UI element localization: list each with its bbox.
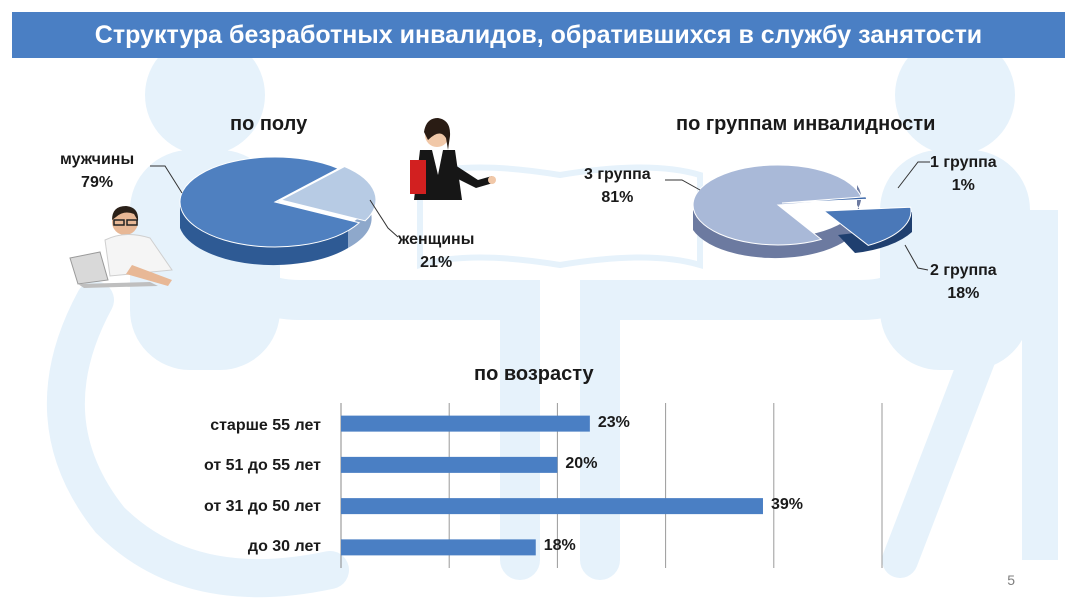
bar-value-label: 20% (565, 454, 598, 472)
bar-category-label: от 31 до 50 лет (204, 498, 321, 515)
pie-label-men: мужчины 79% (60, 148, 134, 194)
pie-label-group1: 1 группа 1% (930, 151, 997, 197)
pie-label-group2-name: 2 группа (930, 262, 997, 279)
bar (341, 498, 763, 515)
pie-slice-group3 (692, 164, 863, 246)
pie-label-women-name: женщины (398, 231, 475, 248)
page-title: Структура безработных инвалидов, обратив… (12, 12, 1065, 58)
bar (341, 415, 590, 432)
bar-category-label: до 30 лет (247, 538, 321, 555)
chart-title-groups: по группам инвалидности (676, 113, 936, 135)
pie-label-group2: 2 группа 18% (930, 259, 997, 305)
bar (341, 539, 536, 556)
bar-category-label: от 51 до 55 лет (204, 457, 321, 474)
pie-slice-men-side (180, 205, 348, 266)
page-number: 5 (1007, 572, 1015, 588)
pie-label-group2-value: 18% (947, 285, 980, 302)
leader-line-group3 (665, 179, 701, 191)
pie-label-women: женщины 21% (398, 228, 474, 274)
chart-title-gender: по полу (230, 113, 308, 135)
pie-label-women-value: 21% (420, 254, 453, 271)
bar-value-label: 39% (770, 496, 803, 514)
bar-value-label: 18% (543, 537, 576, 555)
pie-label-men-value: 79% (81, 174, 114, 191)
bar-series (341, 415, 763, 556)
pie-label-men-name: мужчины (60, 151, 135, 168)
chart-title-age: по возрасту (474, 363, 594, 385)
pie-label-group3-value: 81% (601, 189, 634, 206)
leader-line-women (369, 199, 399, 238)
bar-category-label: старше 55 лет (210, 417, 321, 434)
leader-line-group1 (897, 161, 930, 189)
pie-slice-men (179, 156, 361, 248)
pie-slice-women (279, 165, 377, 222)
pie-label-group1-value: 1% (951, 177, 975, 194)
leader-line-men (150, 165, 183, 194)
pie-label-group1-name: 1 группа (930, 154, 997, 171)
leader-line-group2 (904, 244, 929, 271)
pie-label-group3: 3 группа 81% (584, 163, 651, 209)
bar (341, 456, 558, 473)
pie-label-group3-name: 3 группа (584, 166, 651, 183)
pie-slice-group2 (822, 206, 912, 246)
pie-slice-group1 (781, 196, 868, 204)
bar-value-label: 23% (597, 413, 630, 431)
